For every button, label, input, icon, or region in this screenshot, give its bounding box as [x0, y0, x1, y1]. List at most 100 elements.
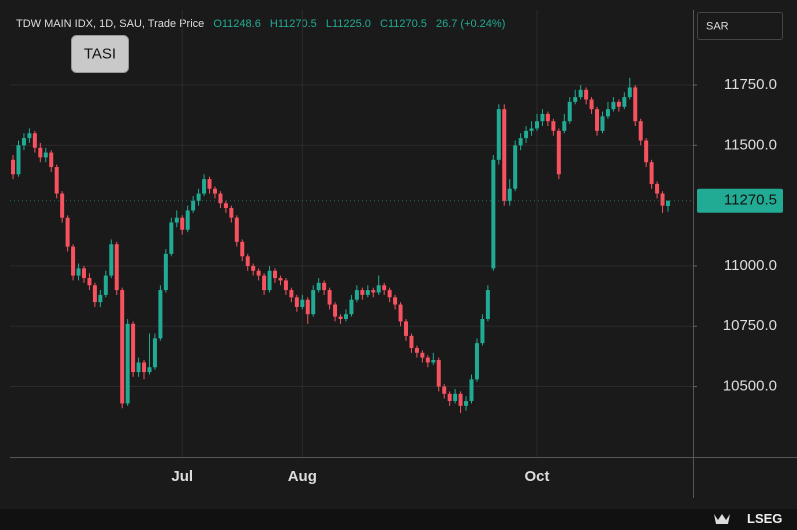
candle-body — [43, 152, 48, 158]
candle-body — [147, 367, 152, 373]
candle-body — [60, 193, 65, 218]
x-tick-label: Jul — [171, 468, 193, 485]
candle-body — [322, 282, 327, 291]
last-price-label: 11270.5 — [724, 192, 777, 209]
candle-body — [305, 299, 310, 315]
candle-body — [611, 101, 616, 110]
candle-body — [114, 244, 119, 291]
candle-body — [256, 270, 261, 276]
y-tick-label: 10500.0 — [723, 378, 777, 395]
candle-body — [65, 217, 70, 247]
currency-box — [697, 12, 783, 40]
candle-body — [32, 133, 37, 148]
candle-body — [507, 188, 512, 201]
candle-body — [551, 121, 556, 131]
candle-body — [87, 278, 92, 286]
candle-body — [163, 253, 168, 291]
candle-body — [595, 109, 600, 131]
candle-body — [327, 290, 332, 305]
candle-body — [414, 347, 419, 353]
candle-body — [616, 101, 621, 107]
candle-body — [605, 109, 610, 117]
candle-body — [11, 159, 16, 175]
candle-body — [136, 362, 141, 373]
y-tick-label: 11500.0 — [724, 136, 777, 153]
ohlc-change: 26.7 (+0.24%) — [436, 18, 505, 30]
legend: TDW MAIN IDX, 1D, SAU, Trade Price O1124… — [16, 18, 505, 30]
y-tick-label: 10750.0 — [723, 317, 777, 334]
badge-box — [71, 35, 129, 73]
candle-body — [469, 379, 474, 402]
candle-body — [573, 97, 578, 102]
candle-body — [458, 393, 463, 406]
y-tick-label: 11000.0 — [724, 257, 777, 274]
candle-body — [311, 290, 316, 315]
candle-body — [158, 290, 163, 339]
footer-bar — [0, 509, 797, 530]
candle-body — [382, 285, 387, 291]
ohlc-low: L11225.0 — [326, 18, 371, 30]
candle-body — [103, 275, 108, 295]
badge: TASI — [84, 45, 116, 62]
candle-body — [289, 290, 294, 298]
candle-body — [76, 268, 81, 276]
candle-body — [229, 208, 234, 218]
candle-body — [365, 290, 370, 295]
candle-body — [502, 109, 507, 201]
candle-body — [518, 138, 523, 146]
logo-text: LSEG — [747, 511, 782, 526]
candle-body — [98, 294, 103, 303]
candle-body — [81, 268, 86, 279]
candle-body — [218, 193, 223, 204]
candle-body — [474, 343, 479, 380]
candle-body — [38, 147, 43, 158]
candle-body — [131, 323, 136, 373]
candle-body — [109, 244, 114, 276]
candle-body — [556, 130, 561, 175]
candle-body — [191, 200, 196, 211]
candle-body — [207, 179, 212, 189]
candle-body — [245, 256, 250, 266]
candle-body — [660, 193, 665, 206]
candle-body — [300, 299, 305, 307]
candle-body — [169, 222, 174, 254]
candle-body — [185, 210, 190, 230]
candle-body — [436, 360, 441, 387]
candle-body — [485, 290, 490, 320]
candle-body — [584, 89, 589, 100]
candle-body — [21, 138, 26, 146]
candle-body — [360, 290, 365, 295]
marks — [11, 77, 670, 414]
candle-body — [278, 278, 283, 281]
candle-body — [464, 401, 469, 406]
candle-body — [562, 121, 567, 131]
candle-body — [665, 200, 670, 206]
candle-body — [142, 362, 147, 373]
candle-body — [212, 188, 217, 194]
candle-body — [480, 319, 485, 344]
candle-body — [627, 87, 632, 98]
candle-body — [180, 217, 185, 230]
ohlc-open: O11248.6 — [213, 18, 261, 30]
candle-body — [529, 128, 534, 131]
candle-body — [354, 290, 359, 300]
title: TDW MAIN IDX, 1D, SAU, Trade Price — [16, 18, 204, 30]
candle-body — [27, 133, 32, 139]
candle-body — [600, 116, 605, 131]
candle-body — [376, 285, 381, 293]
candle-body — [425, 357, 430, 363]
candle-body — [196, 193, 201, 201]
ohlc-close: C11270.5 — [380, 18, 427, 30]
y-tick-label: 11750.0 — [724, 76, 777, 93]
candle-body — [633, 87, 638, 122]
candle-body — [152, 338, 157, 368]
ohlc-high: H11270.5 — [270, 18, 317, 30]
candle-body — [371, 290, 376, 293]
candle-body — [349, 299, 354, 315]
candle-body — [655, 183, 660, 194]
candle-body — [54, 167, 59, 194]
candle-body — [202, 179, 207, 194]
candle-body — [223, 203, 228, 209]
candle-body — [409, 335, 414, 348]
